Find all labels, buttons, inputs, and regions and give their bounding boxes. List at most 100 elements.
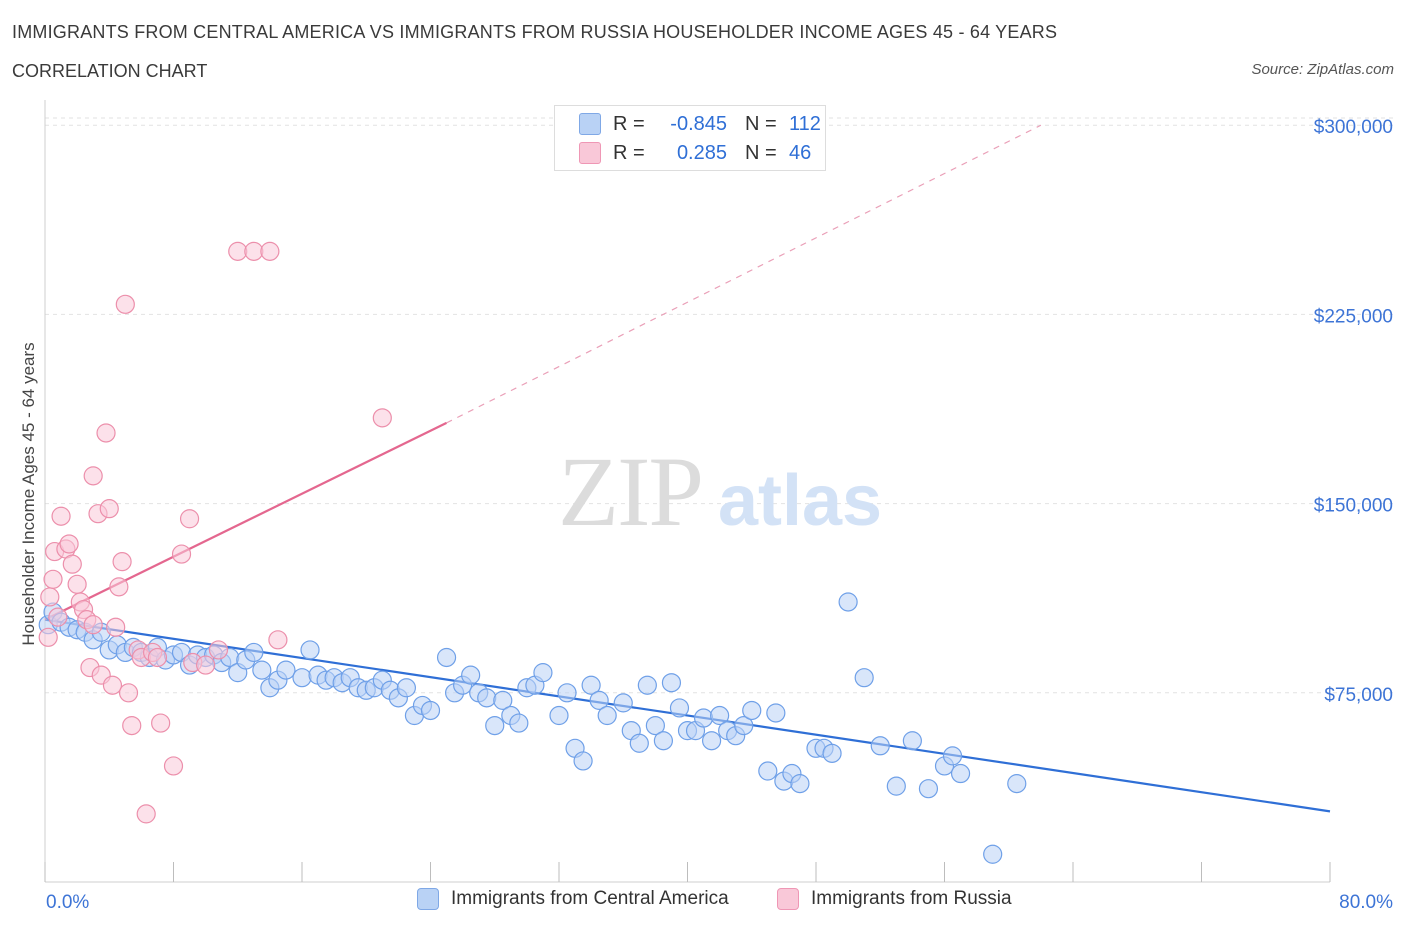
data-point — [918, 779, 939, 799]
legend-item-russia[interactable]: Immigrants from Russia — [777, 888, 1012, 910]
data-point — [645, 715, 665, 736]
data-point — [493, 690, 513, 710]
legend-label: Immigrants from Central America — [451, 888, 729, 909]
data-point — [653, 731, 674, 751]
data-point — [96, 423, 116, 443]
x-tick-labels: 0.0% 80.0% — [46, 892, 1393, 913]
y-tick-labels: $75,000 $150,000 $225,000 $300,000 — [1314, 117, 1393, 706]
data-point — [252, 660, 272, 680]
watermark: ZIP atlas — [558, 436, 882, 547]
data-point — [613, 693, 633, 713]
bottom-legend: Immigrants from Central America Immigran… — [0, 888, 1406, 916]
data-point — [59, 534, 79, 554]
watermark-zip: ZIP — [558, 436, 702, 547]
watermark-atlas: atlas — [718, 461, 882, 541]
data-point — [822, 743, 842, 763]
stats-legend: R = -0.845 N = 112 R = 0.285 N = 46 — [554, 105, 826, 171]
data-point — [62, 554, 82, 574]
data-point — [477, 688, 497, 708]
data-points — [38, 241, 1027, 864]
data-point — [109, 577, 129, 597]
data-point — [581, 675, 601, 695]
data-point — [208, 640, 229, 660]
data-point — [742, 700, 762, 721]
data-point — [420, 700, 441, 721]
data-point — [276, 660, 296, 680]
data-point — [244, 241, 264, 261]
data-point — [838, 592, 858, 612]
legend-swatch-pink — [777, 888, 799, 910]
data-point — [48, 607, 68, 627]
data-point — [942, 746, 963, 766]
data-point — [1007, 774, 1027, 794]
data-point — [51, 506, 71, 526]
grid-lines — [45, 117, 1395, 694]
data-point — [557, 683, 577, 703]
trend-line-russia — [44, 421, 448, 621]
data-point — [790, 774, 810, 794]
trend-line-central-america — [44, 618, 1331, 813]
stats-swatch-pink — [579, 142, 601, 164]
data-point — [151, 713, 171, 733]
x-tick-label: 80.0% — [1339, 892, 1393, 913]
source-label: Source: ZipAtlas.com — [1251, 61, 1394, 78]
legend-item-central-america[interactable]: Immigrants from Central America — [417, 888, 729, 910]
data-point — [589, 690, 609, 710]
data-point — [549, 705, 569, 726]
stats-row-russia: R = 0.285 N = 46 — [555, 139, 811, 167]
data-point — [902, 731, 922, 751]
stats-r-label: R = — [613, 112, 645, 135]
data-point — [758, 761, 778, 781]
data-point — [886, 776, 906, 796]
legend-label: Immigrants from Russia — [811, 888, 1012, 909]
data-point — [710, 705, 730, 726]
data-point — [244, 642, 264, 663]
data-point — [268, 630, 288, 650]
data-point — [196, 655, 216, 675]
data-point — [372, 408, 392, 428]
data-point — [734, 715, 754, 736]
data-point — [112, 552, 132, 572]
data-point — [854, 668, 874, 688]
data-point — [983, 844, 1003, 864]
stats-n-value: 112 — [789, 112, 821, 135]
data-point — [83, 466, 103, 486]
data-point — [396, 678, 417, 698]
data-point — [870, 736, 890, 756]
y-tick-label: $150,000 — [1314, 496, 1393, 517]
x-tick-label: 0.0% — [46, 892, 89, 913]
stats-r-label: R = — [613, 141, 645, 164]
stats-n-value: 46 — [789, 141, 812, 164]
data-point — [147, 647, 168, 668]
data-point — [597, 705, 617, 726]
data-point — [43, 569, 63, 589]
data-point — [461, 665, 481, 685]
data-point — [67, 574, 87, 594]
chart-subtitle: CORRELATION CHART — [12, 61, 208, 81]
data-point — [436, 647, 457, 668]
data-point — [83, 615, 103, 635]
data-point — [38, 627, 58, 647]
y-tick-label: $225,000 — [1314, 306, 1393, 327]
data-point — [40, 587, 60, 607]
data-point — [118, 683, 139, 703]
data-point — [300, 640, 320, 660]
stats-swatch-blue — [579, 113, 601, 135]
data-point — [766, 703, 786, 723]
data-point — [629, 733, 649, 753]
data-point — [950, 763, 971, 784]
data-point — [136, 804, 156, 824]
data-point — [122, 715, 142, 736]
data-point — [99, 499, 119, 519]
y-tick-label: $75,000 — [1324, 685, 1393, 706]
stats-n-label: N = — [745, 112, 777, 135]
data-point — [485, 715, 505, 736]
data-point — [661, 673, 682, 693]
data-point — [106, 617, 126, 637]
stats-r-value: 0.285 — [676, 141, 727, 164]
trend-line-russia-extension — [446, 124, 1042, 424]
data-point — [102, 675, 123, 695]
data-point — [533, 663, 553, 683]
data-point — [260, 241, 280, 261]
